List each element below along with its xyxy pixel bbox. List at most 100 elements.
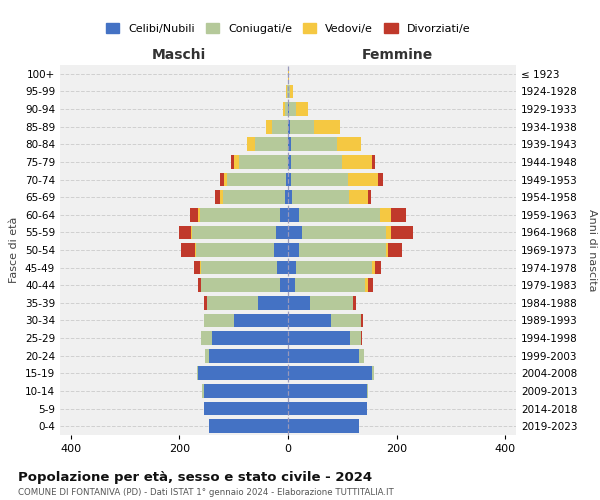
Bar — [181, 243, 194, 257]
Bar — [258, 296, 288, 310]
Bar — [201, 278, 280, 292]
Bar — [337, 138, 361, 151]
Bar — [288, 384, 367, 398]
Bar — [386, 243, 388, 257]
Bar — [365, 278, 368, 292]
Bar — [368, 278, 373, 292]
Bar — [196, 243, 274, 257]
Bar — [288, 243, 299, 257]
Bar — [288, 366, 372, 380]
Bar — [220, 172, 224, 186]
Bar — [280, 278, 288, 292]
Bar — [288, 155, 291, 169]
Bar — [199, 366, 288, 380]
Bar — [350, 331, 361, 345]
Bar — [288, 208, 299, 222]
Bar — [215, 190, 220, 204]
Bar — [206, 296, 258, 310]
Bar — [190, 208, 199, 222]
Bar — [288, 120, 290, 134]
Y-axis label: Anni di nascita: Anni di nascita — [587, 209, 597, 291]
Bar — [386, 226, 391, 239]
Bar — [272, 120, 288, 134]
Bar — [200, 260, 201, 274]
Bar — [204, 402, 288, 415]
Bar — [204, 384, 288, 398]
Bar — [299, 208, 380, 222]
Bar — [276, 226, 288, 239]
Bar — [291, 138, 337, 151]
Bar — [288, 402, 367, 415]
Text: Popolazione per età, sesso e stato civile - 2024: Popolazione per età, sesso e stato civil… — [18, 472, 372, 484]
Bar — [285, 102, 288, 116]
Bar — [368, 190, 371, 204]
Y-axis label: Fasce di età: Fasce di età — [10, 217, 19, 283]
Bar — [234, 155, 239, 169]
Bar — [209, 420, 288, 433]
Bar — [199, 208, 200, 222]
Bar — [310, 296, 353, 310]
Bar — [192, 226, 276, 239]
Bar — [231, 155, 234, 169]
Legend: Celibi/Nubili, Coniugati/e, Vedovi/e, Divorziati/e: Celibi/Nubili, Coniugati/e, Vedovi/e, Di… — [101, 19, 475, 38]
Bar — [288, 84, 290, 98]
Bar — [205, 349, 209, 362]
Bar — [200, 208, 280, 222]
Text: Maschi: Maschi — [151, 48, 206, 62]
Bar — [288, 296, 310, 310]
Bar — [295, 278, 365, 292]
Bar — [212, 331, 288, 345]
Bar — [287, 84, 288, 98]
Bar — [288, 420, 359, 433]
Bar — [361, 314, 363, 328]
Bar — [367, 384, 368, 398]
Bar — [239, 155, 288, 169]
Bar — [342, 155, 372, 169]
Bar — [247, 138, 256, 151]
Bar — [289, 102, 296, 116]
Bar — [288, 102, 289, 116]
Bar — [372, 155, 375, 169]
Bar — [194, 260, 200, 274]
Bar — [288, 138, 291, 151]
Bar — [349, 190, 368, 204]
Bar — [201, 260, 277, 274]
Bar — [204, 296, 206, 310]
Text: Femmine: Femmine — [362, 48, 433, 62]
Bar — [353, 296, 356, 310]
Bar — [197, 366, 199, 380]
Bar — [194, 243, 196, 257]
Bar — [391, 208, 406, 222]
Bar — [296, 260, 372, 274]
Bar — [331, 314, 361, 328]
Bar — [375, 260, 382, 274]
Bar — [234, 314, 288, 328]
Bar — [288, 314, 331, 328]
Bar — [291, 155, 342, 169]
Bar — [288, 226, 302, 239]
Bar — [277, 260, 288, 274]
Bar — [359, 349, 364, 362]
Text: COMUNE DI FONTANIVA (PD) - Dati ISTAT 1° gennaio 2024 - Elaborazione TUTTITALIA.: COMUNE DI FONTANIVA (PD) - Dati ISTAT 1°… — [18, 488, 394, 497]
Bar — [223, 190, 285, 204]
Bar — [283, 102, 285, 116]
Bar — [377, 172, 383, 186]
Bar — [286, 172, 288, 186]
Bar — [290, 84, 293, 98]
Bar — [199, 278, 201, 292]
Bar — [204, 314, 234, 328]
Bar — [372, 260, 375, 274]
Bar — [296, 102, 308, 116]
Bar — [266, 120, 272, 134]
Bar — [288, 349, 359, 362]
Bar — [220, 190, 223, 204]
Bar — [224, 172, 227, 186]
Bar — [299, 243, 386, 257]
Bar — [288, 172, 291, 186]
Bar — [274, 243, 288, 257]
Bar — [380, 208, 391, 222]
Bar — [288, 260, 296, 274]
Bar — [388, 243, 402, 257]
Bar — [302, 226, 386, 239]
Bar — [314, 120, 340, 134]
